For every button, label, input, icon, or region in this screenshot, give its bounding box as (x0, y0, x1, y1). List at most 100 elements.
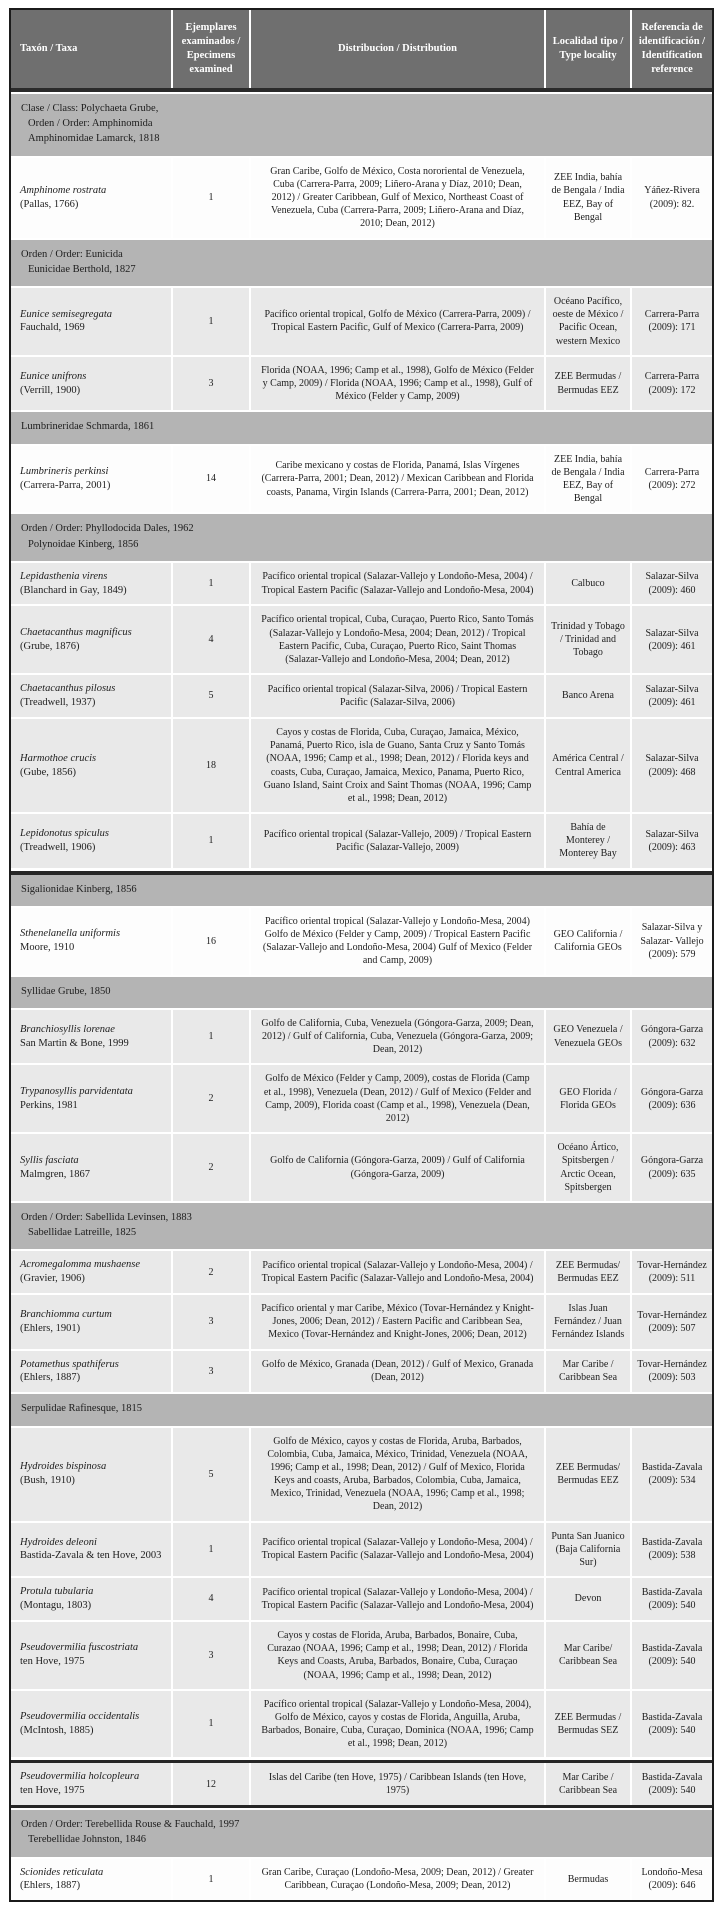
section-heading-line: Orden / Order: Phyllodocida Dales, 1962 (21, 523, 194, 535)
identification-reference-cell: Góngora-Garza (2009): 636 (632, 1065, 712, 1133)
species-name: Lumbrineris perkinsi (20, 466, 109, 478)
identification-reference-cell: Bastida-Zavala (2009): 540 (632, 1763, 712, 1806)
taxon-cell: Sthenelanella uniformis Moore, 1910 (11, 907, 171, 975)
type-locality-cell: Bahía de Monterey / Monterey Bay (546, 814, 630, 868)
species-row: Scionides reticulata (Ehlers, 1887) 1 Gran … (11, 1858, 712, 1901)
taxon-cell: Eunice semisegregata Fauchald, 1969 (11, 288, 171, 355)
species-authority: (Gravier, 1906) (20, 1273, 85, 1285)
distribution-cell: Golfo de México, cayos y costas de Flori… (251, 1427, 544, 1521)
taxon-cell: Lumbrineris perkinsi (Carrera-Parra, 2001… (11, 445, 171, 513)
type-locality-cell: Bermudas (546, 1858, 630, 1901)
specimens-examined-cell: 12 (173, 1763, 249, 1806)
species-row: Pseudovermilia occidentalis (McIntosh, 18… (11, 1690, 712, 1758)
species-name: Scionides reticulata (20, 1866, 104, 1878)
table-body: Clase / Class: Polychaeta Grube, Orden / … (11, 94, 712, 1901)
specimens-examined-cell: 3 (173, 1621, 249, 1689)
type-locality-cell: Islas Juan Fernández / Juan Fernández Is… (546, 1295, 630, 1349)
species-row: Branchiosyllis lorenae San Martin & Bone,… (11, 1009, 712, 1064)
species-authority: ten Hove, 1975 (20, 1785, 85, 1797)
specimens-examined-cell: 3 (173, 356, 249, 411)
distribution-cell: Pacífico oriental tropical (Salazar-Vall… (251, 1251, 544, 1294)
species-name: Pseudovermilia fuscostriata (20, 1642, 139, 1654)
species-authority: (Ehlers, 1887) (20, 1372, 81, 1384)
species-authority: (Verrill, 1900) (20, 384, 81, 396)
species-row: Branchiomma curtum (Ehlers, 1901) 3 Pacífic… (11, 1295, 712, 1349)
identification-reference-cell: Carrera-Parra (2009): 272 (632, 445, 712, 513)
specimens-examined-cell: 2 (173, 1065, 249, 1133)
section-heading-line: Polynoidae Kinberg, 1856 (28, 538, 139, 550)
species-row: Syllis fasciata Malmgren, 1867 2 Golfo de C… (11, 1134, 712, 1201)
taxon-cell: Scionides reticulata (Ehlers, 1887) (11, 1858, 171, 1901)
specimens-examined-cell: 4 (173, 1578, 249, 1620)
specimens-examined-cell: 5 (173, 1427, 249, 1521)
specimens-examined-cell: 1 (173, 157, 249, 238)
identification-reference-cell: Tovar-Hernández (2009): 503 (632, 1350, 712, 1393)
species-name: Branchiosyllis lorenae (20, 1023, 115, 1035)
column-header-specimens: Ejemplares examinados / Epecimens examin… (173, 10, 249, 88)
type-locality-cell: ZEE India, bahía de Bengala / India EEZ,… (546, 445, 630, 513)
distribution-cell: Florida (NOAA, 1996; Camp et al., 1998),… (251, 356, 544, 411)
species-row: Acromegalomma mushaense (Gravier, 1906) 2 P… (11, 1251, 712, 1294)
species-name: Pseudovermilia occidentalis (20, 1711, 140, 1723)
taxa-table: Taxón / Taxa Ejemplares examinados / Epe… (9, 8, 714, 1903)
distribution-cell: Gran Caribe, Curaçao (Londoño-Mesa, 2009… (251, 1858, 544, 1901)
species-authority: Bastida-Zavala & ten Hove, 2003 (20, 1550, 162, 1562)
species-authority: (McIntosh, 1885) (20, 1725, 94, 1737)
species-authority: (Grube, 1876) (20, 640, 80, 652)
section-heading-row: Orden / Order: Sabellida Levinsen, 1883 S… (11, 1202, 712, 1250)
type-locality-cell: ZEE Bermudas / Bermudas SEZ (546, 1690, 630, 1758)
species-authority: (Ehlers, 1901) (20, 1322, 81, 1334)
distribution-cell: Cayos y costas de Florida, Cuba, Curaçao… (251, 718, 544, 813)
species-row: Lepidasthenia virens (Blanchard in Gay, 1… (11, 562, 712, 605)
species-name: Acromegalomma mushaense (20, 1259, 141, 1271)
column-header-distribution: Distribucion / Distribution (251, 10, 544, 88)
taxon-cell: Hydroides deleoni Bastida-Zavala & ten Ho… (11, 1522, 171, 1577)
taxon-cell: Syllis fasciata Malmgren, 1867 (11, 1134, 171, 1201)
species-row: Protula tubularia (Montagu, 1803) 4 Pacífic… (11, 1578, 712, 1620)
species-name: Eunice unifrons (20, 370, 87, 382)
section-heading-line: Serpulidae Rafinesque, 1815 (21, 1403, 143, 1415)
identification-reference-cell: Salazar-Silva y Salazar- Vallejo (2009):… (632, 907, 712, 975)
taxon-cell: Branchiosyllis lorenae San Martin & Bone,… (11, 1009, 171, 1064)
species-name: Chaetacanthus magnificus (20, 626, 132, 638)
section-heading-line: Eunicidae Berthold, 1827 (28, 263, 136, 275)
section-heading-row: Lumbrineridae Schmarda, 1861 (11, 412, 712, 444)
species-row: Chaetacanthus magnificus (Grube, 1876) 4 Pa… (11, 606, 712, 674)
taxon-cell: Pseudovermilia holcopleura ten Hove, 1975 (11, 1763, 171, 1806)
specimens-examined-cell: 2 (173, 1251, 249, 1294)
species-name: Syllis fasciata (20, 1154, 79, 1166)
species-name: Amphinome rostrata (20, 184, 107, 196)
section-heading-line: Sigalionidae Kinberg, 1856 (21, 883, 137, 895)
species-authority: ten Hove, 1975 (20, 1656, 85, 1668)
distribution-cell: Caribe mexicano y costas de Florida, Pan… (251, 445, 544, 513)
species-name: Trypanosyllis parvidentata (20, 1085, 133, 1097)
distribution-cell: Pacífico oriental tropical, Cuba, Curaça… (251, 606, 544, 674)
species-authority: Fauchald, 1969 (20, 322, 85, 334)
specimens-examined-cell: 1 (173, 1858, 249, 1901)
type-locality-cell: Trinidad y Tobago / Trinidad and Tobago (546, 606, 630, 674)
taxon-cell: Trypanosyllis parvidentata Perkins, 1981 (11, 1065, 171, 1133)
identification-reference-cell: Góngora-Garza (2009): 635 (632, 1134, 712, 1201)
species-name: Pseudovermilia holcopleura (20, 1771, 140, 1783)
section-heading-line: Orden / Order: Terebellida Rouse & Fauch… (21, 1819, 240, 1831)
species-row: Pseudovermilia fuscostriata ten Hove, 197… (11, 1621, 712, 1689)
identification-reference-cell: Bastida-Zavala (2009): 540 (632, 1690, 712, 1758)
distribution-cell: Pacífico oriental tropical (Salazar-Vall… (251, 1522, 544, 1577)
type-locality-cell: ZEE India, bahía de Bengala / India EEZ,… (546, 157, 630, 238)
distribution-cell: Pacífico oriental tropical, Golfo de Méx… (251, 288, 544, 355)
type-locality-cell: Punta San Juanico (Baja California Sur) (546, 1522, 630, 1577)
species-row: Hydroides bispinosa (Bush, 1910) 5 Golfo de… (11, 1427, 712, 1521)
distribution-cell: Golfo de México (Felder y Camp, 2009), c… (251, 1065, 544, 1133)
taxon-cell: Lepidasthenia virens (Blanchard in Gay, 1… (11, 562, 171, 605)
section-heading-row: Clase / Class: Polychaeta Grube, Orden / … (11, 94, 712, 156)
identification-reference-cell: Bastida-Zavala (2009): 540 (632, 1621, 712, 1689)
distribution-cell: Pacífico oriental tropical (Salazar-Vall… (251, 562, 544, 605)
specimens-examined-cell: 1 (173, 288, 249, 355)
specimens-examined-cell: 14 (173, 445, 249, 513)
species-authority: (Treadwell, 1906) (20, 841, 96, 853)
species-name: Chaetacanthus pilosus (20, 683, 116, 695)
species-authority: (Blanchard in Gay, 1849) (20, 584, 127, 596)
type-locality-cell: ZEE Bermudas / Bermudas EEZ (546, 356, 630, 411)
species-row: Harmothoe crucis (Gube, 1856) 18 Cayos y co… (11, 718, 712, 813)
distribution-cell: Islas del Caribe (ten Hove, 1975) / Cari… (251, 1763, 544, 1806)
